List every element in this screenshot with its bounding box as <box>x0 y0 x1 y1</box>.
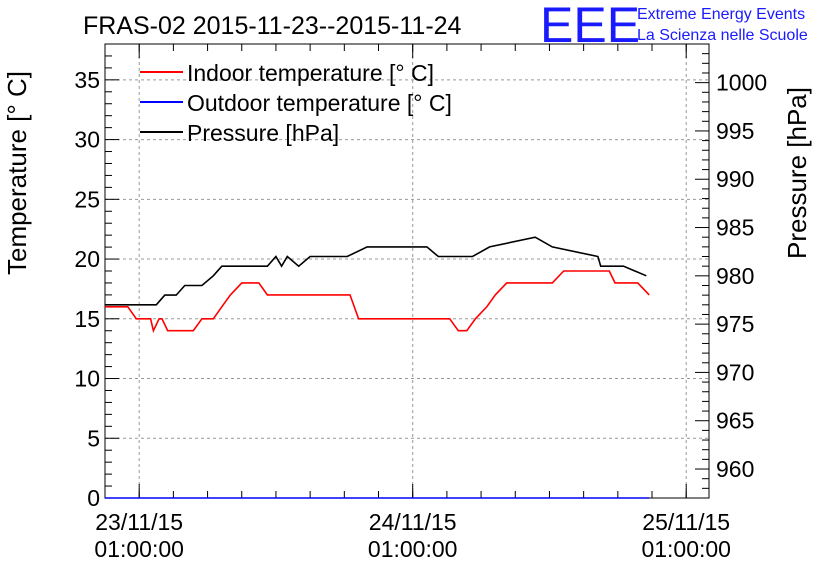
series-group <box>105 236 650 499</box>
y2-tick-label: 960 <box>716 456 754 482</box>
legend-label-pressure: Pressure [hPa] <box>187 120 339 146</box>
pressure-line <box>105 236 647 306</box>
x-tick-label-date: 23/11/15 <box>95 509 183 535</box>
y2-tick-label: 970 <box>716 359 754 385</box>
y2-tick-label: 1000 <box>716 70 767 96</box>
y-tick-label: 35 <box>74 67 100 93</box>
y-axis-right: 960 965 970 975 980 985 990 995 1000 <box>695 43 767 499</box>
y-tick-label: 5 <box>87 425 100 451</box>
y-tick-label: 0 <box>87 485 100 511</box>
legend-label-indoor: Indoor temperature [° C] <box>187 60 434 86</box>
x-axis: 23/11/1501:00:0024/11/1501:00:0025/11/15… <box>94 44 731 562</box>
x-tick-label-time: 01:00:00 <box>94 536 184 562</box>
y-axis-label: Temperature [° C] <box>2 71 32 275</box>
y2-tick-label: 985 <box>716 215 754 241</box>
x-tick-label-time: 01:00:00 <box>368 536 458 562</box>
x-tick-label-date: 24/11/15 <box>369 509 457 535</box>
y-tick-label: 20 <box>74 246 100 272</box>
y2-tick-label: 965 <box>716 408 754 434</box>
y-tick-label: 15 <box>74 306 100 332</box>
y2-tick-label: 995 <box>716 118 754 144</box>
legend-label-outdoor: Outdoor temperature [° C] <box>187 90 452 116</box>
logo-line1: Extreme Energy Events <box>637 6 805 23</box>
x-tick-label-time: 01:00:00 <box>641 536 731 562</box>
y2-axis-label: Pressure [hPa] <box>782 87 812 259</box>
legend: Indoor temperature [° C] Outdoor tempera… <box>140 60 452 146</box>
eee-logo: EEE <box>540 0 640 53</box>
y2-tick-label: 980 <box>716 263 754 289</box>
y-axis-left: 0 5 10 15 20 25 30 35 <box>74 43 119 511</box>
indoor-temperature-line <box>105 270 650 334</box>
x-tick-label-date: 25/11/15 <box>642 509 730 535</box>
chart-title: FRAS-02 2015-11-23--2015-11-24 <box>83 12 462 40</box>
y2-tick-label: 990 <box>716 166 754 192</box>
y-tick-label: 10 <box>74 366 100 392</box>
y-tick-label: 25 <box>74 186 100 212</box>
y2-tick-label: 975 <box>716 311 754 337</box>
y-tick-label: 30 <box>74 127 100 153</box>
logo-line2: La Scienza nelle Scuole <box>637 27 808 44</box>
